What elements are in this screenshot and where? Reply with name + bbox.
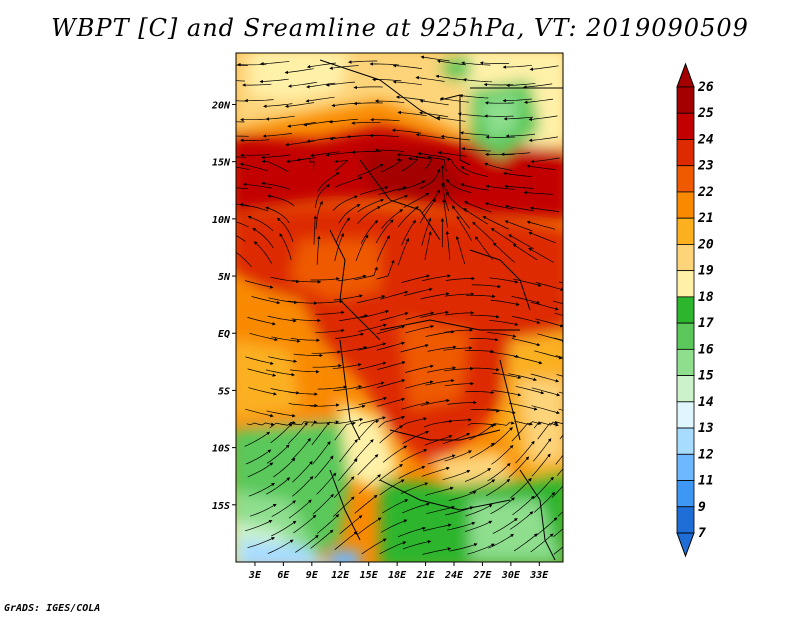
lat-label: 20N	[211, 100, 231, 111]
map-figure: 20N 15N 10N 5N EQ 5S 10S 15S 3E 6E 9E 12E 15E 18E 21E…	[0, 0, 800, 618]
colorbar-segment	[677, 244, 694, 270]
colorbar-label: 18	[698, 290, 714, 305]
credit-label: GrADS: IGES/COLA	[4, 603, 100, 614]
colorbar-segment	[677, 139, 694, 165]
colorbar-segment	[677, 323, 694, 349]
colorbar-segment	[677, 481, 694, 507]
colorbar-segment	[677, 402, 694, 428]
colorbar-label: 7	[698, 526, 706, 541]
longitude-axis: 3E 6E 9E 12E 15E 18E 21E 24E 27E 30E 33E	[248, 562, 549, 581]
lat-label: 5S	[218, 386, 230, 397]
colorbar-label: 20	[697, 237, 714, 252]
colorbar-segment	[677, 507, 694, 533]
colorbar-top-arrow	[677, 64, 694, 87]
colorbar-segment	[677, 297, 694, 323]
colorbar-segment	[677, 271, 694, 297]
lon-label: 18E	[388, 570, 407, 581]
colorbar-label: 23	[697, 159, 714, 174]
lon-label: 3E	[248, 570, 262, 581]
lat-label: 10N	[212, 215, 231, 226]
colorbar-segment	[677, 349, 694, 375]
colorbar-label: 24	[697, 132, 714, 147]
lat-label: 15N	[212, 158, 231, 169]
colorbar-segment	[677, 166, 694, 192]
colorbar-label: 11	[698, 474, 714, 489]
colorbar-bottom-arrow	[677, 533, 694, 556]
lat-label: 5N	[218, 272, 231, 283]
lon-label: 30E	[501, 570, 521, 581]
colorbar-segment	[677, 454, 694, 480]
colorbar-label: 21	[697, 211, 714, 226]
colorbar-label: 12	[698, 447, 714, 462]
colorbar-label: 13	[698, 421, 714, 436]
colorbar-label: 9	[698, 500, 706, 515]
lon-label: 33E	[529, 570, 549, 581]
lon-label: 6E	[277, 570, 290, 581]
lat-label: 15S	[212, 501, 230, 512]
colorbar-segment	[677, 113, 694, 139]
colorbar-label: 25	[697, 106, 714, 121]
colorbar-segment	[677, 87, 694, 113]
wbpt-field	[217, 45, 587, 570]
lon-label: 21E	[416, 570, 436, 581]
lon-label: 15E	[360, 570, 379, 581]
colorbar-label: 19	[698, 264, 714, 279]
colorbar-label: 26	[697, 80, 714, 95]
colorbar-label: 14	[698, 395, 714, 410]
colorbar: 26 25 24 23 22 21 20 19 18 17 16 15 14 13 12 11 9 7	[677, 64, 714, 556]
colorbar-segment	[677, 376, 694, 402]
colorbar-label: 22	[697, 185, 714, 200]
lon-label: 27E	[472, 570, 492, 581]
lon-label: 24E	[444, 570, 464, 581]
lon-label: 9E	[306, 570, 319, 581]
colorbar-segment	[677, 428, 694, 454]
colorbar-label: 16	[698, 342, 714, 357]
colorbar-segment	[677, 192, 694, 218]
colorbar-segment	[677, 218, 694, 244]
lon-label: 12E	[331, 570, 350, 581]
colorbar-label: 17	[698, 316, 714, 331]
colorbar-label: 15	[698, 369, 714, 384]
lat-label: EQ	[218, 329, 230, 340]
latitude-axis: 20N 15N 10N 5N EQ 5S 10S 15S	[211, 100, 236, 511]
lat-label: 10S	[212, 444, 230, 455]
